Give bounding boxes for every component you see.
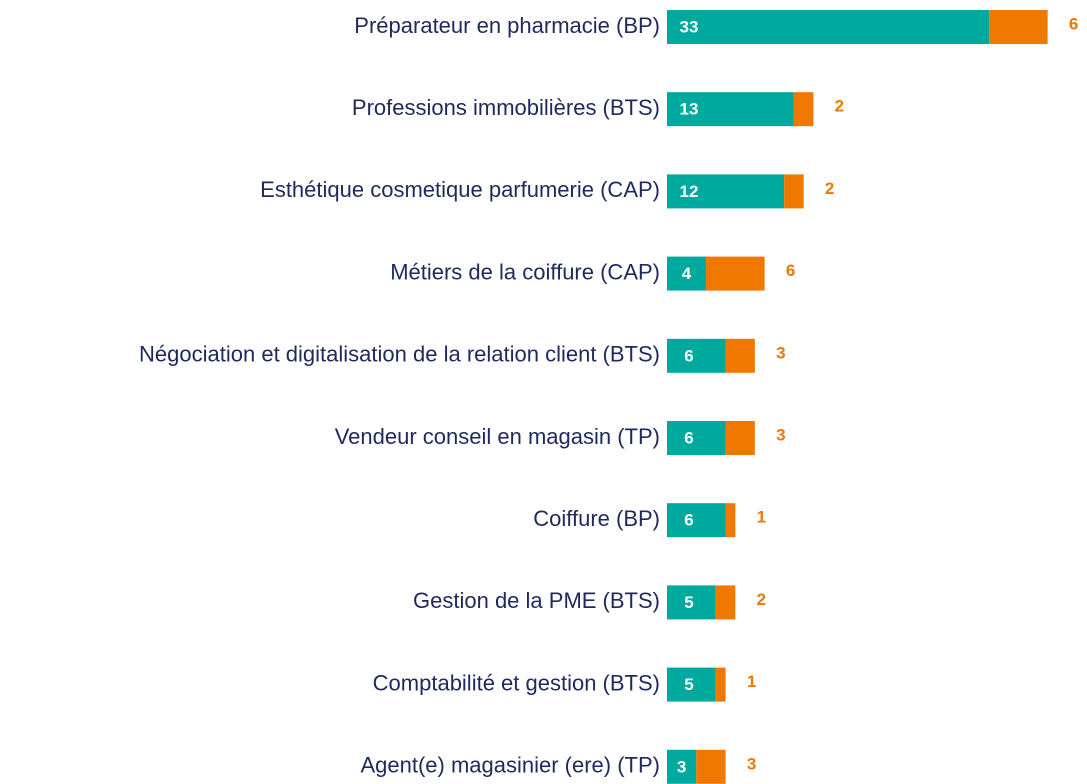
value-label: 6 xyxy=(684,511,693,530)
bar-segment xyxy=(667,174,785,209)
bar-segment xyxy=(706,256,765,291)
category-label: Agent(e) magasinier (ere) (TP) xyxy=(360,753,660,778)
category-label: Métiers de la coiffure (CAP) xyxy=(390,259,660,284)
bar-segment xyxy=(725,421,755,455)
bar-segment xyxy=(784,174,804,209)
category-label: Comptabilité et gestion (BTS) xyxy=(373,670,660,695)
category-label: Vendeur conseil en magasin (TP) xyxy=(335,424,660,449)
bar-segment xyxy=(667,585,716,620)
value-label: 4 xyxy=(682,264,692,283)
value-label: 2 xyxy=(835,97,844,116)
value-label: 3 xyxy=(747,754,756,773)
bar-segment xyxy=(667,421,726,455)
category-label: Esthétique cosmetique parfumerie (CAP) xyxy=(260,177,660,202)
value-label: 1 xyxy=(747,672,756,691)
value-label: 2 xyxy=(757,590,766,609)
category-label: Coiffure (BP) xyxy=(533,506,660,531)
category-label: Négociation et digitalisation de la rela… xyxy=(139,342,660,367)
value-label: 13 xyxy=(680,100,699,119)
bar-segment xyxy=(667,92,794,127)
value-label: 5 xyxy=(684,593,693,612)
bar-segment xyxy=(667,503,726,538)
bar-segment xyxy=(667,256,707,291)
category-label: Gestion de la PME (BTS) xyxy=(413,588,660,613)
bar-segment xyxy=(696,749,726,784)
bar-segment xyxy=(667,667,716,702)
value-label: 3 xyxy=(776,343,785,362)
bar-segment xyxy=(725,338,755,373)
bar-segment xyxy=(667,749,697,784)
category-label: Professions immobilières (BTS) xyxy=(352,95,660,120)
bar-segment xyxy=(715,667,726,702)
bar-segment xyxy=(715,585,736,620)
value-label: 33 xyxy=(680,17,699,36)
value-label: 5 xyxy=(684,675,693,694)
value-label: 6 xyxy=(1069,14,1078,33)
bar-segment xyxy=(667,338,726,373)
value-label: 6 xyxy=(684,346,693,365)
value-label: 1 xyxy=(757,508,766,527)
value-label: 12 xyxy=(680,182,699,201)
value-label: 6 xyxy=(786,261,795,280)
bar-segment xyxy=(793,92,814,127)
bar-segment xyxy=(667,10,990,44)
bar-segment xyxy=(725,503,736,538)
value-label: 3 xyxy=(677,757,686,776)
bar-segment xyxy=(989,10,1048,44)
value-label: 6 xyxy=(684,428,693,447)
value-label: 2 xyxy=(825,179,834,198)
value-label: 3 xyxy=(776,425,785,444)
category-label: Préparateur en pharmacie (BP) xyxy=(354,13,660,38)
